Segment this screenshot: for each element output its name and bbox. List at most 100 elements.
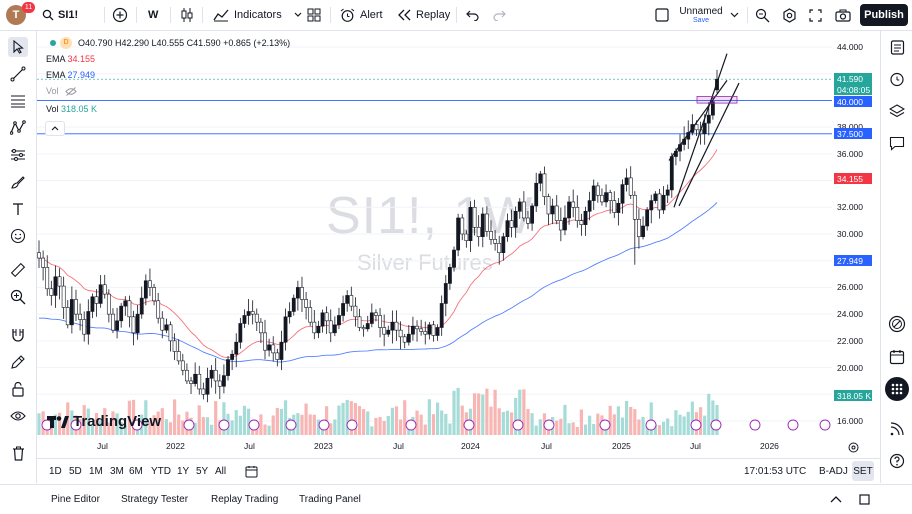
price-chart[interactable] bbox=[37, 31, 880, 457]
range-button-1d[interactable]: 1D bbox=[49, 465, 62, 477]
volume-bar bbox=[633, 409, 637, 435]
ema-fast-legend[interactable]: EMA 34.155 bbox=[46, 54, 95, 64]
settings-button[interactable] bbox=[782, 0, 797, 30]
vol-hidden-legend[interactable]: Vol bbox=[46, 86, 77, 96]
range-button-1y[interactable]: 1Y bbox=[177, 465, 190, 477]
volume-bar bbox=[300, 414, 304, 435]
pattern-tool[interactable] bbox=[8, 118, 28, 138]
session-toggle[interactable]: SET bbox=[852, 461, 874, 481]
candle-body bbox=[291, 297, 296, 312]
panel-maximize-button[interactable] bbox=[859, 485, 870, 514]
range-button-all[interactable]: All bbox=[215, 465, 227, 477]
compare-symbol-button[interactable] bbox=[112, 0, 128, 30]
alerts-button[interactable] bbox=[887, 69, 907, 89]
magnet-tool[interactable] bbox=[8, 325, 28, 345]
chats-button[interactable] bbox=[887, 133, 907, 153]
candle-body bbox=[542, 173, 547, 197]
select-layout-checkbox[interactable] bbox=[655, 0, 669, 30]
ideas-button[interactable] bbox=[887, 314, 907, 334]
volume-bar bbox=[115, 413, 119, 435]
candle-body bbox=[402, 336, 407, 343]
indicators-button[interactable]: Indicators bbox=[213, 0, 302, 30]
range-button-6m[interactable]: 6M bbox=[129, 465, 143, 477]
volume-bar bbox=[53, 414, 58, 435]
square-icon bbox=[655, 8, 669, 22]
symbol-search[interactable]: SI1! bbox=[42, 0, 78, 30]
candle-body bbox=[185, 369, 189, 382]
candle-body bbox=[637, 219, 641, 237]
volume-bar bbox=[588, 415, 592, 435]
templates-button[interactable] bbox=[307, 0, 321, 30]
dividend-marker bbox=[819, 419, 831, 431]
measure-tool[interactable] bbox=[8, 260, 28, 280]
stream-button[interactable] bbox=[887, 419, 907, 439]
range-button-5y[interactable]: 5Y bbox=[196, 465, 209, 477]
pencil-ruler-icon bbox=[11, 355, 25, 369]
undo-button[interactable] bbox=[466, 0, 479, 30]
ema-slow-legend[interactable]: EMA 27.949 bbox=[46, 70, 95, 80]
user-avatar[interactable]: T bbox=[6, 5, 26, 25]
candle-body bbox=[694, 124, 699, 131]
layout-name[interactable]: Unnamed Save bbox=[679, 0, 722, 30]
volume-bar bbox=[620, 417, 625, 435]
products-button[interactable] bbox=[885, 377, 909, 401]
candle-body bbox=[49, 288, 54, 296]
tab-pine-editor[interactable]: Pine Editor bbox=[51, 494, 100, 505]
layout-menu-button[interactable] bbox=[730, 0, 739, 30]
volume-bar bbox=[353, 402, 357, 435]
candle-body bbox=[554, 205, 559, 221]
quick-search-button[interactable] bbox=[755, 0, 770, 30]
watchlist-button[interactable] bbox=[887, 37, 907, 57]
time-axis-settings[interactable] bbox=[848, 440, 859, 458]
publish-button[interactable]: Publish bbox=[860, 4, 908, 26]
candle-body bbox=[246, 311, 251, 316]
tab-trading-panel[interactable]: Trading Panel bbox=[299, 494, 361, 505]
brush-tool[interactable] bbox=[8, 172, 28, 192]
interval-button[interactable]: W bbox=[148, 9, 159, 21]
cursor-icon bbox=[13, 40, 24, 54]
text-tool[interactable] bbox=[8, 199, 28, 219]
volume-bar bbox=[193, 422, 197, 435]
chart-type-button[interactable] bbox=[180, 0, 194, 30]
time-tick-label: Jul bbox=[541, 441, 552, 451]
tab-strategy-tester[interactable]: Strategy Tester bbox=[121, 494, 189, 505]
lock-tool[interactable] bbox=[8, 379, 28, 399]
tab-replay-trading[interactable]: Replay Trading bbox=[211, 494, 279, 505]
visibility-tool[interactable] bbox=[8, 406, 28, 426]
collapse-legend-button[interactable] bbox=[45, 121, 65, 136]
candle-body bbox=[493, 239, 498, 244]
volume-legend[interactable]: Vol 318.05 K bbox=[46, 104, 97, 114]
range-button-3m[interactable]: 3M bbox=[110, 465, 124, 477]
adjustment-toggle[interactable]: B-ADJ bbox=[819, 465, 848, 477]
calendar-button[interactable] bbox=[887, 347, 907, 367]
replay-button[interactable]: Replay bbox=[397, 0, 450, 30]
draw-mode-tool[interactable] bbox=[8, 352, 28, 372]
panel-collapse-button[interactable] bbox=[830, 485, 842, 514]
volume-bar bbox=[378, 416, 382, 435]
range-button-ytd[interactable]: YTD bbox=[151, 465, 171, 477]
zoom-in-tool[interactable] bbox=[8, 287, 28, 307]
range-button-1m[interactable]: 1M bbox=[89, 465, 103, 477]
help-button[interactable] bbox=[887, 451, 907, 471]
dividend-marker bbox=[787, 419, 799, 431]
candle-body bbox=[505, 220, 510, 237]
alert-button[interactable]: Alert bbox=[340, 0, 383, 30]
remove-drawings-tool[interactable] bbox=[8, 443, 28, 463]
snapshot-button[interactable] bbox=[835, 0, 851, 30]
magnet-icon bbox=[12, 329, 24, 342]
goto-date-button[interactable] bbox=[245, 459, 258, 483]
volume-bar bbox=[279, 408, 284, 435]
volume-bar bbox=[86, 408, 90, 435]
range-button-5d[interactable]: 5D bbox=[69, 465, 82, 477]
candle-body bbox=[521, 201, 526, 219]
fib-tool[interactable] bbox=[8, 91, 28, 111]
emoji-tool[interactable] bbox=[8, 226, 28, 246]
cursor-tool[interactable] bbox=[8, 37, 28, 57]
clock-timezone[interactable]: 17:01:53 UTC bbox=[744, 465, 807, 477]
object-tree-button[interactable] bbox=[887, 101, 907, 121]
forecast-tool[interactable] bbox=[8, 145, 28, 165]
trend-line-tool[interactable] bbox=[8, 64, 28, 84]
candle-body bbox=[567, 201, 571, 219]
redo-button[interactable] bbox=[493, 0, 506, 30]
fullscreen-button[interactable] bbox=[809, 0, 822, 30]
